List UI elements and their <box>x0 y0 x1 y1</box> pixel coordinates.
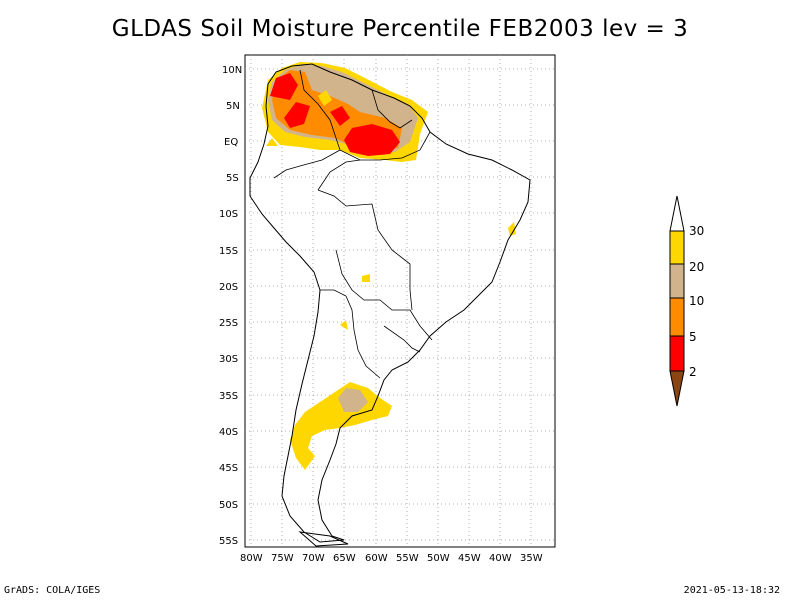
colorbar-band-20 <box>669 263 685 299</box>
map-title: GLDAS Soil Moisture Percentile FEB2003 l… <box>111 16 689 42</box>
south-america-coastline <box>249 63 531 543</box>
lat-tick-label: 5S <box>226 173 239 184</box>
lat-tick-label: EQ <box>224 137 238 148</box>
lat-tick-label: 15S <box>219 246 238 257</box>
lon-tick-label: 60W <box>365 553 388 564</box>
colorbar-label: 5 <box>689 330 697 344</box>
colorbar-label: 30 <box>689 224 704 238</box>
lat-tick-label: 30S <box>219 354 238 365</box>
lon-tick-label: 50W <box>427 553 450 564</box>
lon-tick-label: 40W <box>489 553 512 564</box>
lat-tick-label: 25S <box>219 318 238 329</box>
lon-tick-label: 65W <box>333 553 356 564</box>
colorbar-band-10 <box>669 297 685 337</box>
tierra-del-fuego <box>298 531 349 547</box>
colorbar-label: 20 <box>689 260 704 274</box>
lat-tick-label: 50S <box>219 500 238 511</box>
country-borders <box>273 69 433 379</box>
colorbar-band-30 <box>669 230 685 265</box>
latitude-labels: 10N 5N EQ 5S 10S 15S 20S 25S 30S 35S 40S… <box>219 65 242 547</box>
lon-tick-label: 55W <box>396 553 419 564</box>
colorbar-band-5 <box>669 335 685 372</box>
lat-tick-label: 10S <box>219 209 238 220</box>
colorbar-label: 10 <box>689 294 704 308</box>
lon-tick-label: 75W <box>271 553 294 564</box>
lat-tick-label: 55S <box>219 536 238 547</box>
lat-tick-label: 40S <box>219 427 238 438</box>
render-timestamp: 2021-05-13-18:32 <box>683 585 780 596</box>
lon-tick-label: 45W <box>458 553 481 564</box>
colorbar-label: 2 <box>689 365 697 379</box>
percentile-shading-south <box>290 222 516 470</box>
lat-tick-label: 45S <box>219 463 238 474</box>
colorbar: 30 20 10 5 2 <box>669 195 704 407</box>
lat-tick-label: 10N <box>222 65 242 76</box>
longitude-labels: 80W 75W 70W 65W 60W 55W 50W 45W 40W 35W <box>240 553 543 564</box>
lon-tick-label: 80W <box>240 553 263 564</box>
grads-credit: GrADS: COLA/IGES <box>4 585 101 596</box>
lon-tick-label: 70W <box>302 553 325 564</box>
colorbar-bottom-cap <box>669 370 685 407</box>
lat-tick-label: 5N <box>226 101 240 112</box>
lon-tick-label: 35W <box>520 553 543 564</box>
lat-tick-label: 35S <box>219 391 238 402</box>
colorbar-top-cap <box>669 195 685 232</box>
lat-tick-label: 20S <box>219 282 238 293</box>
